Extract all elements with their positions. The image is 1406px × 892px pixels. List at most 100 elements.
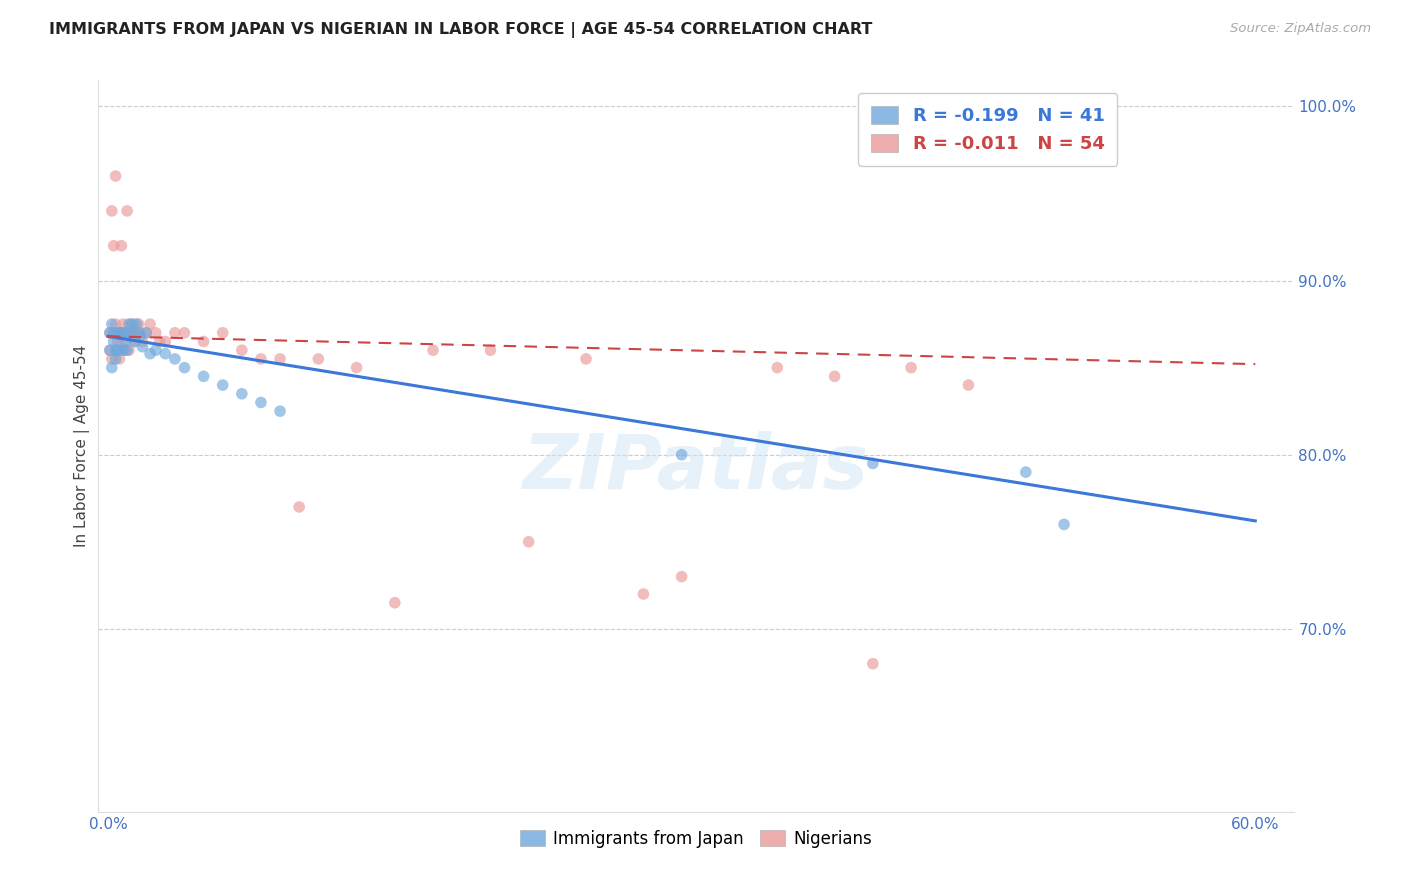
Point [121,317,143,331]
Point [110,326,132,340]
Y-axis label: In Labor Force | Age 45-54: In Labor Force | Age 45-54 [75,345,90,547]
Point [671,448,693,462]
Point [101,317,124,331]
Point [112,343,135,358]
Point [115,326,138,340]
Point [145,326,167,340]
Point [250,351,273,366]
Point [112,326,135,340]
Point [114,334,136,349]
Point [107,326,129,340]
Point [129,326,152,340]
Point [114,343,136,358]
Point [479,343,502,358]
Point [112,334,135,349]
Point [269,351,291,366]
Point [766,360,789,375]
Point [112,317,135,331]
Point [422,343,444,358]
Point [110,238,132,252]
Point [633,587,655,601]
Point [231,386,253,401]
Point [155,334,177,349]
Point [862,657,884,671]
Point [125,326,148,340]
Point [163,351,186,366]
Point [824,369,846,384]
Point [211,326,233,340]
Point [108,343,131,358]
Point [862,457,884,471]
Point [124,334,146,349]
Text: IMMIGRANTS FROM JAPAN VS NIGERIAN IN LABOR FORCE | AGE 45-54 CORRELATION CHART: IMMIGRANTS FROM JAPAN VS NIGERIAN IN LAB… [49,22,873,38]
Point [1015,465,1038,479]
Point [103,326,125,340]
Point [1053,517,1076,532]
Point [671,569,693,583]
Point [107,343,129,358]
Point [120,317,142,331]
Point [193,369,215,384]
Point [173,326,195,340]
Point [101,351,124,366]
Point [211,378,233,392]
Point [98,343,121,358]
Text: ZIPatlas: ZIPatlas [523,431,869,505]
Point [118,343,141,358]
Point [101,360,124,375]
Point [307,351,329,366]
Point [103,326,125,340]
Point [121,326,143,340]
Point [103,334,125,349]
Point [120,326,142,340]
Point [575,351,598,366]
Point [98,326,121,340]
Legend: Immigrants from Japan, Nigerians: Immigrants from Japan, Nigerians [513,823,879,855]
Point [131,340,153,354]
Point [173,360,195,375]
Point [115,326,138,340]
Point [98,343,121,358]
Point [128,326,150,340]
Point [139,317,162,331]
Point [346,360,368,375]
Point [231,343,253,358]
Point [155,347,177,361]
Text: Source: ZipAtlas.com: Source: ZipAtlas.com [1230,22,1371,36]
Point [163,326,186,340]
Point [108,351,131,366]
Point [957,378,980,392]
Point [384,596,406,610]
Point [135,326,157,340]
Point [98,326,121,340]
Point [107,326,129,340]
Point [104,169,127,183]
Point [269,404,291,418]
Point [131,334,153,349]
Point [145,343,167,358]
Point [193,334,215,349]
Point [129,329,152,343]
Point [115,343,138,358]
Point [125,317,148,331]
Point [288,500,311,514]
Point [124,334,146,349]
Point [118,317,141,331]
Point [104,317,127,331]
Point [110,326,132,340]
Point [135,326,157,340]
Point [104,351,127,366]
Point [104,343,127,358]
Point [900,360,922,375]
Point [108,326,131,340]
Point [149,334,172,349]
Point [115,203,138,218]
Point [139,347,162,361]
Point [128,317,150,331]
Point [103,238,125,252]
Point [107,334,129,349]
Point [121,326,143,340]
Point [517,534,540,549]
Point [250,395,273,409]
Point [101,203,124,218]
